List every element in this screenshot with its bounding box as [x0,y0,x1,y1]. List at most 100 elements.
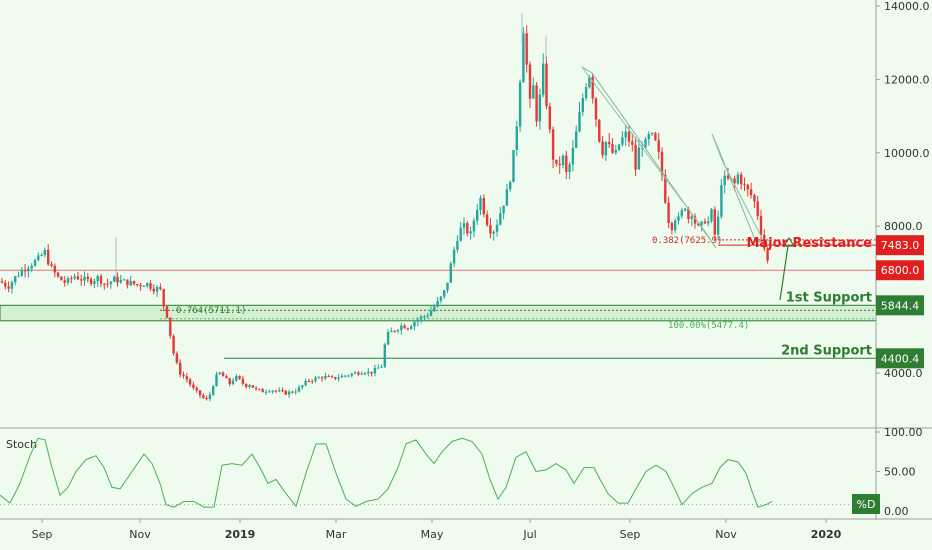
candle-body [311,380,314,382]
candle-body [17,275,20,277]
major-resistance-price-badge-text: 7483.0 [881,239,920,252]
candle-body [251,385,254,388]
candle-body [50,264,53,266]
pattern-drawings [581,66,796,301]
candle-body [614,149,617,153]
candle-body [700,221,703,226]
time-tick-label: Sep [620,528,641,541]
stochastic-pane[interactable]: Stoch 100.00 50.00 0.00 %D [0,426,932,518]
time-tick-label: Mar [326,528,347,541]
candle-body [129,281,132,286]
candle-body [400,325,403,331]
candle-body [208,394,212,400]
candle-body [472,220,476,232]
candle-body [212,386,215,395]
candle-body [476,210,479,221]
first-support-label: 1st Support [786,290,872,305]
candle-body [723,175,726,186]
candle-body [182,374,185,377]
candle-body [96,276,99,282]
candle-body [601,141,604,156]
candle-body [241,378,245,384]
candle-body [20,270,23,276]
candle-body [80,279,83,281]
candle-body [261,389,264,393]
candle-body [360,373,363,375]
candle-body [231,380,235,385]
candle-body [23,270,27,272]
candle-body [155,287,159,292]
candle-body [545,63,548,107]
candle-body [271,390,274,392]
fib-100-label: 100.00%(5477.4) [668,321,749,331]
candle-body [443,290,446,297]
candle-body [86,276,89,280]
candle-body [126,279,129,286]
candle-body [353,372,357,374]
candle-body [459,227,462,241]
candle-body [386,332,390,345]
candle-body [670,223,674,231]
candle-body [238,376,241,379]
candle-body [146,283,149,286]
candle-body [499,213,502,225]
candle-body [195,387,198,391]
candle-body [205,397,208,400]
candle-body [390,330,393,333]
candle-body [152,288,155,292]
candle-body [340,375,344,378]
candle-body [538,94,542,122]
second-support-price-badge [876,348,924,369]
candle-body [304,380,307,386]
candle-body [7,286,10,289]
candle-body [429,310,433,316]
candle-body [687,208,690,219]
candle-body [756,201,759,216]
candle-body [70,278,73,280]
candle-body [218,372,221,375]
projection-arrow-line [779,245,789,301]
candle-body [27,268,30,272]
candle-body [528,64,532,99]
candle-body [14,276,17,283]
candle-body [393,330,396,332]
price-tick-label: 4000.0 [884,367,923,380]
candle-body [502,205,505,214]
price-axis[interactable]: 14000.012000.010000.08000.06000.04000.0 … [875,0,930,520]
candle-body [532,85,535,99]
candle-body [693,216,697,224]
candle-body [736,174,740,184]
candle-body [330,376,334,378]
candle-body [33,260,37,266]
fib-0764-label: 0.764(5711.1) [176,306,246,316]
candle-body [522,33,525,83]
candlestick-series [0,13,769,402]
candle-body [350,373,353,376]
major-resistance-price-badge [876,235,924,256]
candle-body [106,283,109,285]
first-support-price-badge [876,295,924,316]
first-support-price-badge-text: 5844.4 [881,299,920,312]
candle-body [565,155,568,173]
candle-body [317,377,320,379]
price-tick-label: 8000.0 [884,220,923,233]
candle-body [294,391,297,393]
candle-body [221,372,225,377]
candle-body [664,175,667,203]
candle-body [264,391,268,393]
candle-body [631,141,634,145]
candle-body [598,119,601,142]
candle-body [159,287,162,290]
candle-body [512,150,515,183]
time-axis[interactable]: Sep Nov 2019 Mar May Jul Sep Nov 2020 [0,518,932,541]
candle-body [66,278,70,283]
candle-body [297,387,301,392]
candle-body [674,220,677,231]
candle-body [56,272,60,277]
candle-body [542,63,545,95]
candle-body [456,240,459,250]
candle-body [307,380,311,382]
candle-body [367,371,370,374]
